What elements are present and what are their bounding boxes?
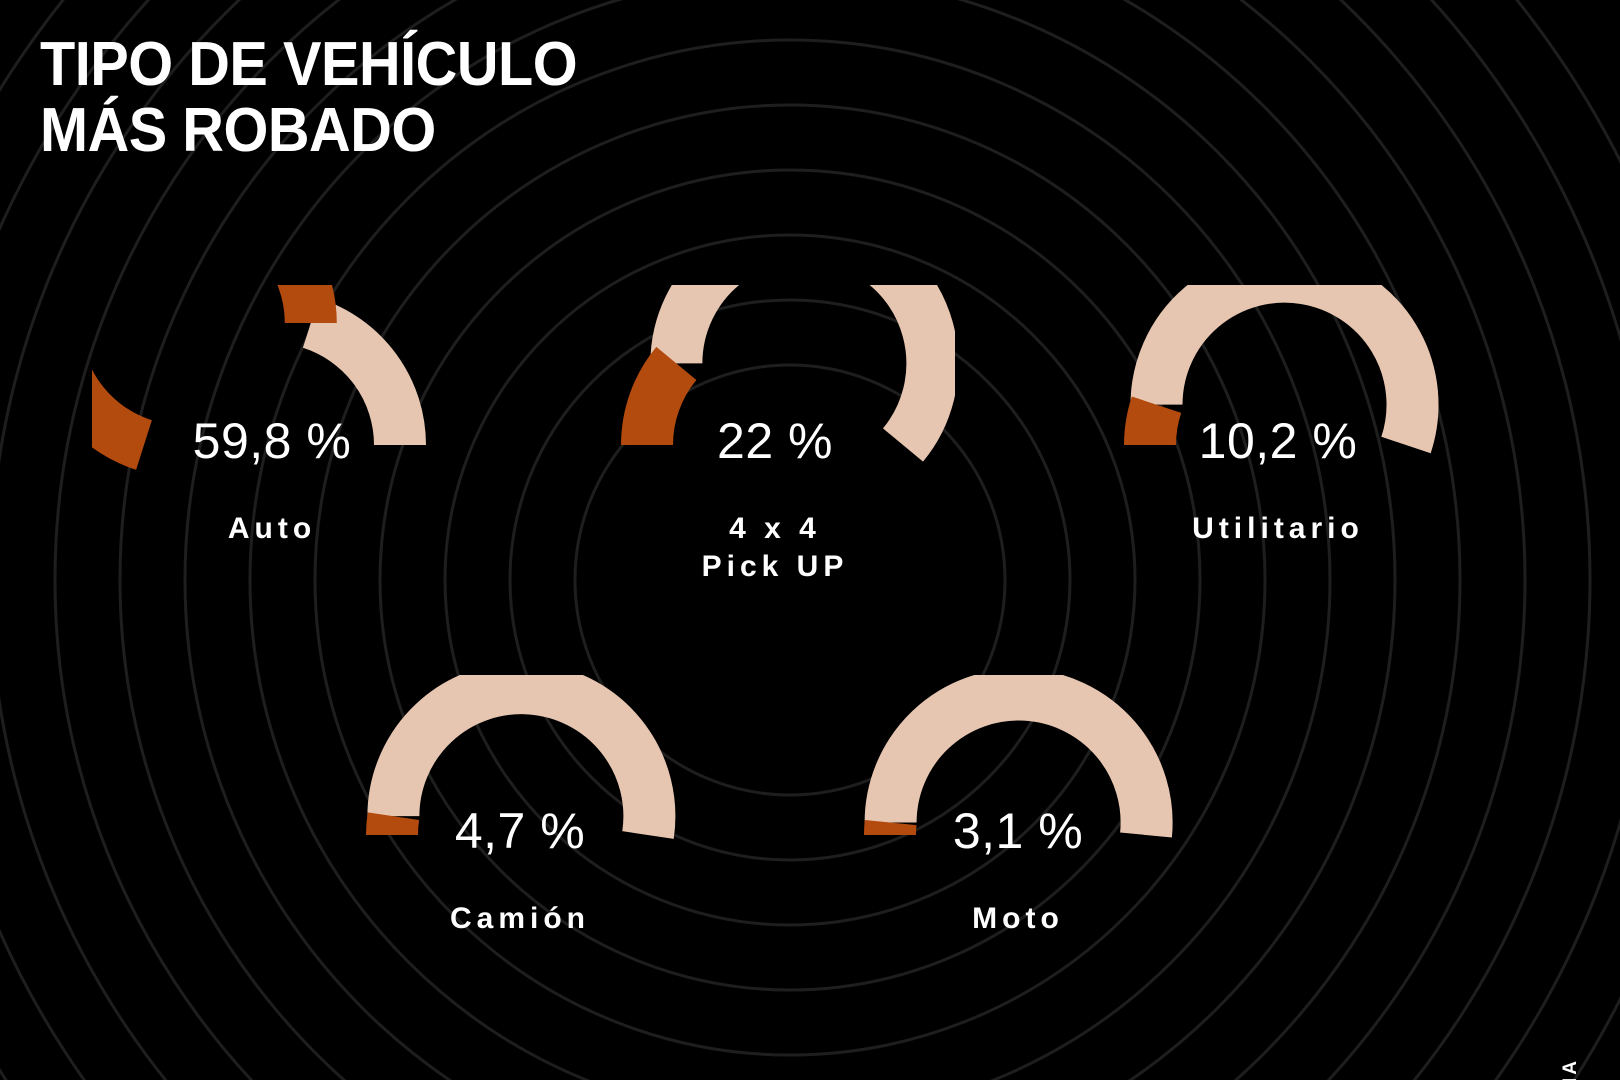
gauge-moto-dial: 3,1 % xyxy=(838,675,1198,860)
gauge-utilitario-label: Utilitario xyxy=(1192,512,1364,545)
page-title: TIPO DE VEHÍCULO MÁS ROBADO xyxy=(40,30,578,165)
gauge-auto-label: Auto xyxy=(227,512,317,545)
gauge-4x4-pickup-label: 4 x 4 Pick UP xyxy=(701,512,849,583)
gauge-utilitario-dial: 10,2 % xyxy=(1098,285,1458,470)
gauge-moto-value: 3,1 % xyxy=(952,803,1084,859)
gauge-camion-dial: 4,7 % xyxy=(340,675,700,860)
gauge-camion-value: 4,7 % xyxy=(454,803,586,859)
gauge-moto-label: Moto xyxy=(972,902,1064,935)
gauge-camion-label: Camión xyxy=(449,902,590,935)
gauge-auto-value: 59,8 % xyxy=(192,413,352,469)
gauge-utilitario-arc xyxy=(1124,285,1439,454)
gauge-auto-arc xyxy=(92,285,426,470)
source-credit: FUENTE: ITURAN ARGENTINA xyxy=(1560,1058,1582,1080)
gauge-camion: 4,7 % Camión xyxy=(340,675,700,938)
gauge-auto-dial: 59,8 % xyxy=(92,285,452,470)
gauge-4x4-pickup-value: 22 % xyxy=(717,413,833,469)
gauge-camion-arc xyxy=(365,675,676,839)
gauge-utilitario-value: 10,2 % xyxy=(1198,413,1358,469)
gauge-moto: 3,1 % Moto xyxy=(838,675,1198,938)
gauge-4x4-pickup: 22 % 4 x 4 Pick UP xyxy=(595,285,955,585)
gauge-4x4-pickup-dial: 22 % xyxy=(595,285,955,470)
gauge-moto-arc xyxy=(864,675,1173,838)
gauge-4x4-pickup-arc xyxy=(621,285,955,462)
gauge-utilitario: 10,2 % Utilitario xyxy=(1098,285,1458,548)
gauge-auto: 59,8 % Auto xyxy=(92,285,452,548)
